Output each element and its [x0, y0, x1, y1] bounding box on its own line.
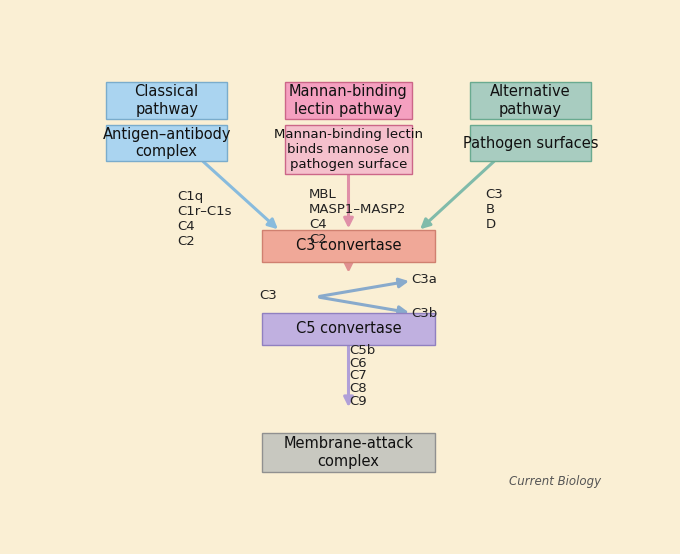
- FancyBboxPatch shape: [106, 125, 227, 161]
- Text: Mannan-binding lectin
binds mannose on
pathogen surface: Mannan-binding lectin binds mannose on p…: [274, 128, 423, 171]
- FancyBboxPatch shape: [286, 83, 412, 119]
- FancyBboxPatch shape: [262, 433, 435, 472]
- Text: Membrane-attack
complex: Membrane-attack complex: [284, 437, 413, 469]
- Text: Pathogen surfaces: Pathogen surfaces: [462, 136, 598, 151]
- Text: C3
B
D: C3 B D: [486, 188, 503, 231]
- Text: Alternative
pathway: Alternative pathway: [490, 84, 571, 117]
- Text: C3a: C3a: [412, 273, 438, 286]
- FancyBboxPatch shape: [286, 125, 412, 174]
- Text: C6: C6: [350, 357, 367, 370]
- Text: C7: C7: [350, 370, 367, 382]
- Text: Current Biology: Current Biology: [509, 475, 602, 488]
- FancyBboxPatch shape: [470, 125, 591, 161]
- Text: Mannan-binding
lectin pathway: Mannan-binding lectin pathway: [289, 84, 408, 117]
- Text: C8: C8: [350, 382, 367, 395]
- FancyBboxPatch shape: [262, 230, 435, 261]
- Text: MBL
MASP1–MASP2
C4
C2: MBL MASP1–MASP2 C4 C2: [309, 188, 407, 246]
- Text: C9: C9: [350, 395, 367, 408]
- Text: C3b: C3b: [412, 307, 438, 320]
- Text: C3: C3: [260, 290, 277, 302]
- Text: C3 convertase: C3 convertase: [296, 238, 401, 253]
- FancyBboxPatch shape: [470, 83, 591, 119]
- Text: C5 convertase: C5 convertase: [296, 321, 401, 336]
- FancyBboxPatch shape: [262, 313, 435, 345]
- Text: Classical
pathway: Classical pathway: [135, 84, 199, 117]
- Text: C5b: C5b: [350, 343, 376, 357]
- Text: C1q
C1r–C1s
C4
C2: C1q C1r–C1s C4 C2: [177, 190, 232, 248]
- FancyBboxPatch shape: [106, 83, 227, 119]
- Text: Antigen–antibody
complex: Antigen–antibody complex: [103, 127, 231, 160]
